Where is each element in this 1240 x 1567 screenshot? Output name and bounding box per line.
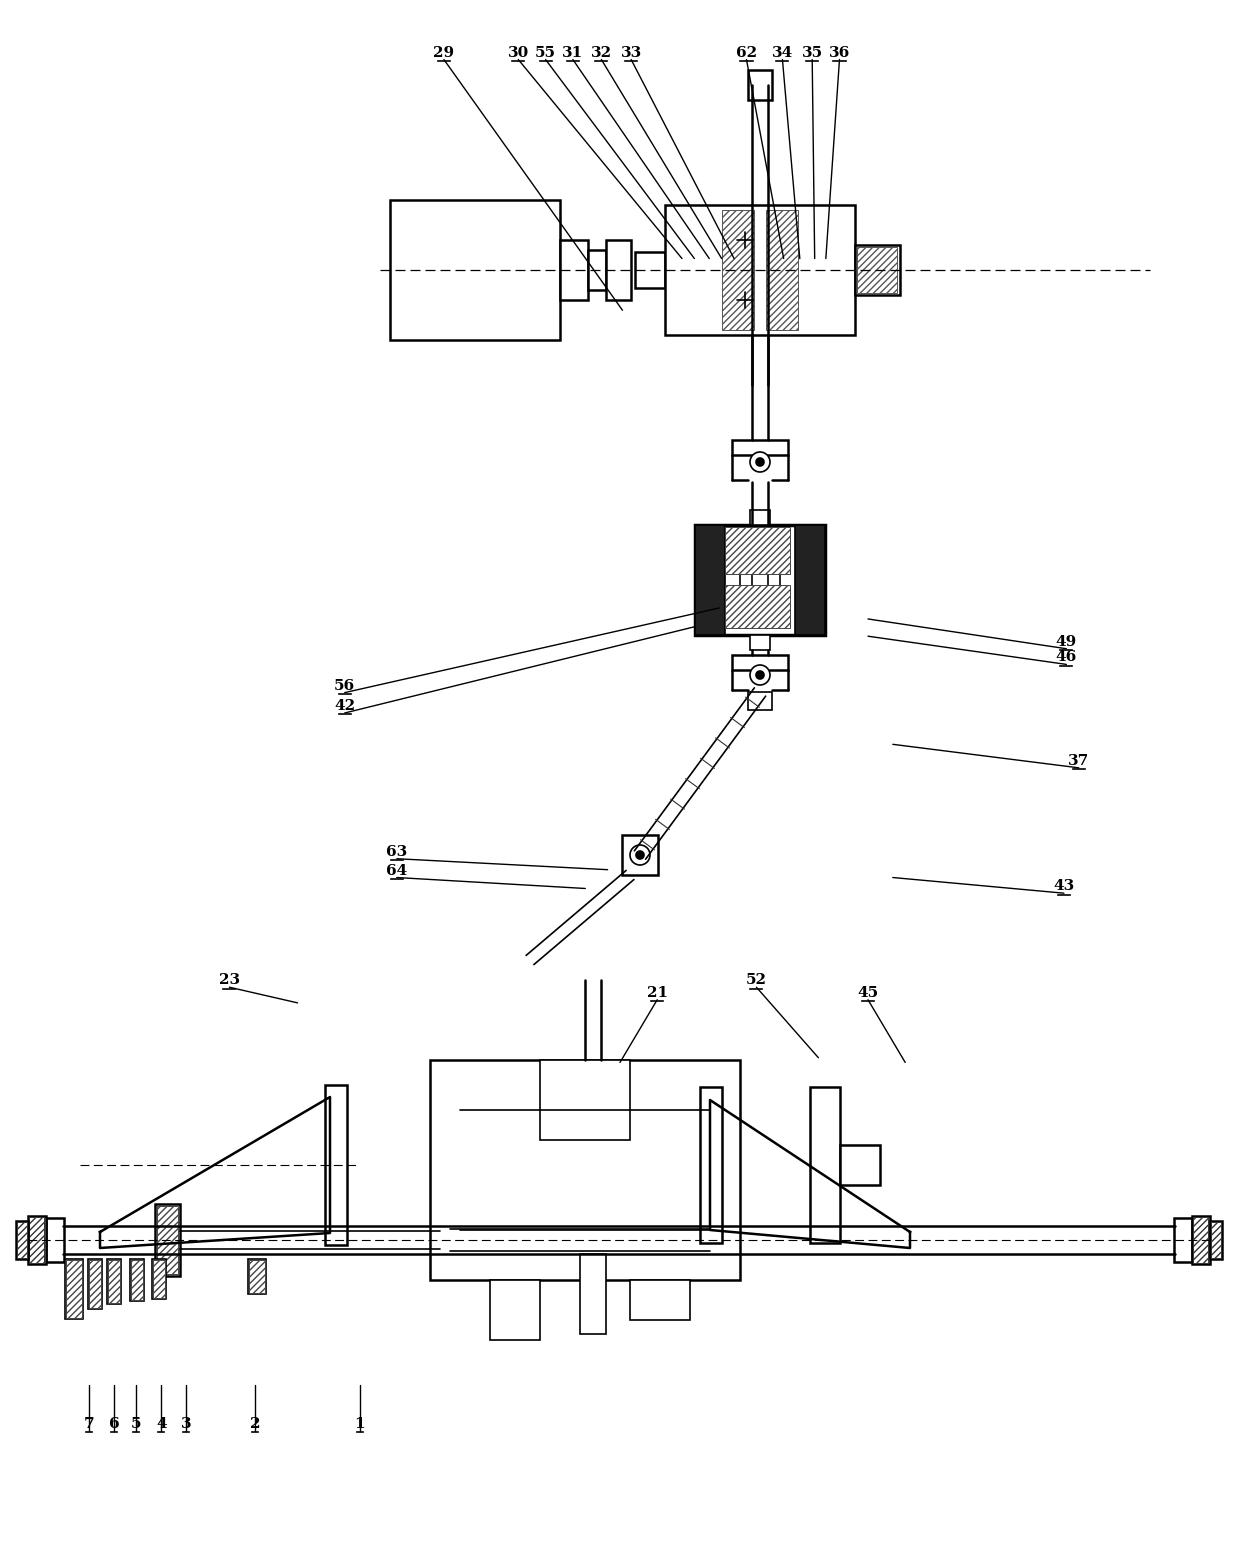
Text: 23: 23	[218, 973, 241, 987]
Text: 42: 42	[334, 699, 356, 713]
Bar	[732, 655, 787, 671]
Bar	[732, 440, 787, 454]
Bar	[580, 1254, 606, 1334]
Bar	[130, 1258, 144, 1301]
Text: 6: 6	[109, 1417, 119, 1431]
Text: 7: 7	[84, 1417, 94, 1431]
Bar	[249, 1260, 265, 1293]
Bar	[157, 1207, 179, 1274]
Bar	[665, 205, 856, 335]
Bar	[856, 244, 900, 295]
Text: 52: 52	[746, 973, 766, 987]
Bar	[153, 1258, 166, 1299]
Circle shape	[750, 451, 770, 472]
Bar	[740, 533, 780, 627]
Text: 4: 4	[156, 1417, 166, 1431]
Bar	[588, 251, 606, 290]
Bar	[539, 1059, 630, 1141]
Bar	[795, 525, 825, 635]
Bar	[751, 555, 768, 605]
Circle shape	[756, 458, 764, 465]
Text: 56: 56	[334, 679, 356, 693]
Bar	[1193, 1218, 1208, 1263]
Circle shape	[630, 845, 650, 865]
Bar	[88, 1258, 102, 1308]
Text: 64: 64	[386, 863, 408, 878]
Bar	[750, 509, 770, 525]
Bar	[64, 1258, 83, 1319]
Text: 30: 30	[507, 45, 529, 60]
Bar	[725, 527, 790, 574]
Bar	[1192, 1216, 1210, 1265]
Bar	[107, 1258, 122, 1304]
Bar	[46, 1218, 64, 1261]
Bar	[1211, 1222, 1221, 1258]
Text: 62: 62	[735, 45, 758, 60]
Text: 34: 34	[771, 45, 794, 60]
Bar	[635, 252, 665, 288]
Bar	[810, 1087, 839, 1243]
Text: 32: 32	[590, 45, 613, 60]
Bar	[155, 1203, 180, 1276]
Circle shape	[756, 671, 764, 679]
Text: 5: 5	[131, 1417, 141, 1431]
Bar	[750, 635, 770, 650]
Text: 2: 2	[250, 1417, 260, 1431]
Bar	[89, 1260, 100, 1308]
Circle shape	[750, 664, 770, 685]
Bar	[857, 248, 897, 293]
Bar	[748, 71, 773, 100]
Text: 35: 35	[801, 45, 823, 60]
Circle shape	[636, 851, 644, 859]
Bar	[108, 1260, 120, 1304]
Text: 1: 1	[355, 1417, 365, 1431]
Bar	[622, 835, 658, 874]
Bar	[131, 1260, 143, 1301]
Bar	[839, 1145, 880, 1185]
Bar	[725, 584, 790, 628]
Bar	[16, 1221, 29, 1258]
Bar	[66, 1260, 82, 1318]
Text: 31: 31	[562, 45, 584, 60]
Bar	[490, 1280, 539, 1340]
Bar	[766, 210, 799, 331]
Text: 46: 46	[1055, 650, 1078, 664]
Bar	[748, 693, 773, 710]
Bar	[722, 210, 754, 331]
Text: 33: 33	[620, 45, 642, 60]
Text: 63: 63	[386, 845, 408, 859]
Bar	[694, 525, 825, 635]
Bar	[153, 1260, 165, 1297]
Bar	[701, 1087, 722, 1243]
Text: 37: 37	[1068, 754, 1090, 768]
Text: 36: 36	[828, 45, 851, 60]
Bar	[694, 525, 725, 635]
Bar	[29, 1218, 43, 1263]
Bar	[560, 240, 588, 299]
Bar	[430, 1059, 740, 1280]
Text: 3: 3	[181, 1417, 191, 1431]
Bar	[606, 240, 631, 299]
Text: 45: 45	[857, 986, 879, 1000]
Bar	[325, 1084, 347, 1246]
Bar	[391, 201, 560, 340]
Text: 43: 43	[1053, 879, 1075, 893]
Text: 29: 29	[433, 45, 455, 60]
Bar	[29, 1216, 46, 1265]
Bar	[17, 1222, 27, 1258]
Text: 55: 55	[536, 45, 556, 60]
Bar	[1174, 1218, 1192, 1261]
Bar	[1210, 1221, 1221, 1258]
Bar	[248, 1258, 267, 1294]
Text: 21: 21	[646, 986, 668, 1000]
Bar	[630, 1280, 689, 1319]
Text: 49: 49	[1055, 635, 1078, 649]
